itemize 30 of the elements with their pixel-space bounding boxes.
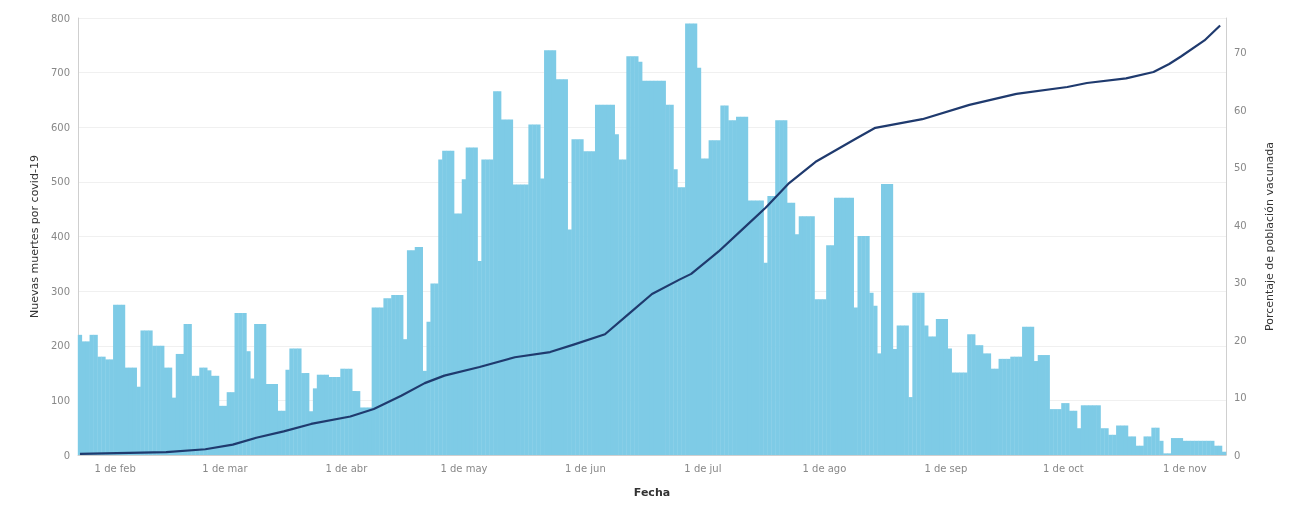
- x-tick-label: 1 de may: [440, 462, 488, 474]
- y2-axis-title: Porcentaje de población vacunada: [1263, 141, 1276, 332]
- x-tick-label: 1 de jun: [565, 462, 606, 474]
- y-tick-label: 0: [63, 449, 70, 461]
- y-tick-label: 600: [50, 121, 70, 133]
- y-tick-label: 300: [50, 285, 70, 297]
- y-axis-title: Nuevas muertes por covid-19: [28, 155, 41, 318]
- y2-tick-label: 10: [1234, 392, 1247, 403]
- y-tick-label: 800: [50, 12, 70, 24]
- y-tick-label: 100: [50, 394, 70, 406]
- y2-tick-label: 50: [1234, 162, 1247, 173]
- x-axis-title: Fecha: [633, 486, 671, 499]
- x-tick-label: 1 de nov: [1163, 462, 1207, 474]
- x-tick-label: 1 de sep: [924, 462, 968, 474]
- y2-tick-label: 40: [1234, 219, 1247, 231]
- y-tick-label: 500: [50, 176, 70, 188]
- y2-tick-label: 0: [1234, 449, 1241, 461]
- x-tick-label: 1 de ago: [802, 462, 847, 474]
- y2-tick-label: 70: [1234, 47, 1247, 58]
- y2-tick-label: 60: [1234, 104, 1247, 116]
- x-tick-label: 1 de oct: [1043, 462, 1084, 474]
- x-tick-label: 1 de jul: [684, 462, 722, 474]
- y2-tick-label: 20: [1234, 334, 1247, 346]
- x-tick-label: 1 de feb: [94, 462, 136, 474]
- x-tick-label: 1 de mar: [202, 462, 249, 474]
- y-tick-label: 200: [50, 340, 70, 352]
- y2-tick-label: 30: [1234, 277, 1247, 288]
- y-tick-label: 400: [50, 231, 70, 242]
- x-tick-label: 1 de abr: [325, 462, 369, 474]
- y-tick-label: 700: [50, 67, 70, 79]
